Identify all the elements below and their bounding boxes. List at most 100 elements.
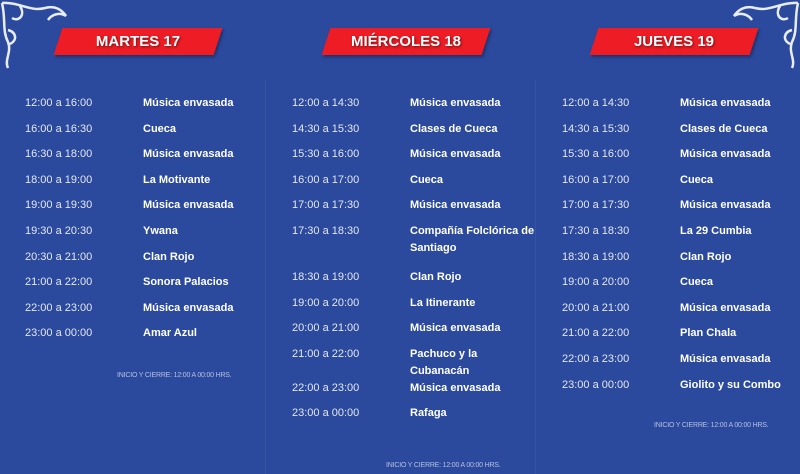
event-name: La Motivante	[143, 173, 211, 186]
time-slot: 12:00 a 16:00	[25, 97, 93, 109]
event-name: Música envasada	[410, 97, 501, 109]
schedule-martes: 12:00 a 16:00 Música envasada 16:00 a 16:3…	[25, 95, 275, 351]
time-slot: 14:30 a 15:30	[562, 122, 630, 135]
schedule-row: 14:30 a 15:30 Clases de Cueca	[562, 121, 800, 147]
event-name: Música envasada	[680, 352, 771, 365]
day-title: MIÉRCOLES 18	[350, 33, 462, 50]
time-slot: 20:30 a 21:00	[25, 250, 93, 263]
schedule-row: 18:30 a 19:00 Clan Rojo	[562, 249, 800, 275]
event-name: Clases de Cueca	[680, 122, 768, 135]
time-slot: 21:00 a 22:00	[292, 347, 360, 360]
event-name: Rafaga	[410, 407, 447, 420]
schedule-row: 20:00 a 21:00 Música envasada	[292, 320, 542, 346]
day-banner-jueves: JUEVES 19	[589, 28, 759, 55]
schedule-row: 17:30 a 18:30 La 29 Cumbia	[562, 223, 800, 249]
schedule-row: 21:00 a 22:00 Plan Chala	[562, 325, 800, 351]
time-slot: 22:00 a 23:00	[25, 301, 93, 314]
event-name: Ywana	[143, 224, 178, 237]
schedule-row: 16:00 a 17:00 Cueca	[292, 172, 542, 198]
schedule-row: 12:00 a 14:30 Música envasada	[292, 95, 542, 121]
time-slot: 20:00 a 21:00	[292, 322, 360, 335]
time-slot: 15:30 a 16:00	[292, 148, 360, 161]
event-name: Clan Rojo	[680, 250, 732, 263]
event-name: Música envasada	[410, 199, 501, 212]
schedule-row: 18:00 a 19:00 La Motivante	[25, 172, 275, 198]
schedule-row: 19:30 a 20:30 Ywana	[25, 223, 275, 249]
event-name: La 29 Cumbia	[680, 224, 752, 237]
time-slot: 23:00 a 00:00	[562, 378, 630, 391]
column-divider	[265, 80, 266, 474]
event-name: Compañía Folclórica de Santiago	[410, 224, 535, 254]
hours-note: INICIO Y CIERRE: 12:00 A 00:00 HRS.	[117, 372, 232, 379]
schedule-row: 16:00 a 16:30 Cueca	[25, 121, 275, 147]
event-name: Música envasada	[143, 148, 234, 161]
time-slot: 18:30 a 19:00	[562, 250, 630, 263]
schedule-row: 12:00 a 16:00 Música envasada	[25, 95, 275, 121]
schedule-row: 22:00 a 23:00 Música envasada	[292, 380, 542, 406]
event-name: Cueca	[680, 173, 714, 186]
time-slot: 23:00 a 00:00	[292, 407, 360, 420]
schedule-row: 19:00 a 20:00 La Itinerante	[292, 295, 542, 321]
day-title: JUEVES 19	[633, 33, 715, 50]
event-name: Sonora Palacios	[143, 276, 229, 289]
schedule-row: 16:30 a 18:00 Música envasada	[25, 146, 275, 172]
schedule-row: 12:00 a 14:30 Música envasada	[562, 95, 800, 121]
schedule-row: 22:00 a 23:00 Música envasada	[562, 351, 800, 377]
time-slot: 12:00 a 14:30	[562, 97, 630, 109]
day-banner-miercoles: MIÉRCOLES 18	[321, 28, 491, 55]
event-name: Clases de Cueca	[410, 122, 498, 135]
schedule-row: 21:00 a 22:00 Pachuco y la Cubanacán	[292, 346, 542, 380]
event-name: Pachuco y la Cubanacán	[410, 347, 478, 377]
event-name: Música envasada	[143, 97, 234, 109]
schedule-row: 17:00 a 17:30 Música envasada	[562, 197, 800, 223]
event-name: Música envasada	[680, 148, 771, 161]
time-slot: 15:30 a 16:00	[562, 148, 630, 161]
event-name: Música envasada	[143, 199, 234, 212]
time-slot: 16:00 a 16:30	[25, 122, 93, 135]
schedule-row: 15:30 a 16:00 Música envasada	[562, 146, 800, 172]
time-slot: 19:00 a 20:00	[562, 276, 630, 289]
time-slot: 19:30 a 20:30	[25, 224, 93, 237]
time-slot: 19:00 a 19:30	[25, 199, 93, 212]
ornament-icon	[732, 1, 800, 69]
event-name: Amar Azul	[143, 327, 197, 340]
time-slot: 12:00 a 14:30	[292, 97, 360, 109]
time-slot: 22:00 a 23:00	[292, 381, 360, 394]
event-name: Música envasada	[680, 97, 771, 109]
event-name: Cueca	[143, 122, 177, 135]
schedule-row: 23:00 a 00:00 Rafaga	[292, 405, 542, 431]
time-slot: 17:30 a 18:30	[292, 224, 360, 237]
event-name: Música envasada	[410, 322, 501, 335]
schedule-row: 17:30 a 18:30 Compañía Folclórica de Sant…	[292, 223, 542, 269]
schedule-row: 14:30 a 15:30 Clases de Cueca	[292, 121, 542, 147]
schedule-row: 21:00 a 22:00 Sonora Palacios	[25, 274, 275, 300]
event-name: Plan Chala	[680, 327, 737, 340]
event-name: Música envasada	[410, 381, 501, 394]
event-name: Música envasada	[680, 301, 771, 314]
time-slot: 17:00 a 17:30	[292, 199, 360, 212]
event-name: La Itinerante	[410, 296, 476, 309]
schedule-row: 16:00 a 17:00 Cueca	[562, 172, 800, 198]
time-slot: 16:00 a 17:00	[292, 173, 360, 186]
time-slot: 20:00 a 21:00	[562, 301, 630, 314]
day-banner-martes: MARTES 17	[53, 28, 223, 55]
schedule-row: 23:00 a 00:00 Giolito y su Combo	[562, 377, 800, 403]
time-slot: 17:00 a 17:30	[562, 199, 630, 212]
time-slot: 16:30 a 18:00	[25, 148, 93, 161]
schedule-row: 19:00 a 20:00 Cueca	[562, 274, 800, 300]
schedule-row: 20:00 a 21:00 Música envasada	[562, 300, 800, 326]
column-divider	[535, 80, 536, 474]
event-name: Música envasada	[680, 199, 771, 212]
event-name: Música envasada	[410, 148, 501, 161]
schedule-jueves: 12:00 a 14:30 Música envasada 14:30 a 15:3…	[562, 95, 800, 402]
time-slot: 18:30 a 19:00	[292, 270, 360, 283]
event-name: Clan Rojo	[143, 250, 195, 263]
time-slot: 17:30 a 18:30	[562, 224, 630, 237]
event-name: Música envasada	[143, 301, 234, 314]
time-slot: 23:00 a 00:00	[25, 327, 93, 340]
hours-note: INICIO Y CIERRE: 12:00 A 00:00 HRS.	[654, 422, 769, 429]
hours-note: INICIO Y CIERRE: 12:00 A 00:00 HRS.	[386, 462, 501, 469]
ornament-icon	[0, 1, 68, 69]
schedule-row: 20:30 a 21:00 Clan Rojo	[25, 249, 275, 275]
event-name: Clan Rojo	[410, 270, 462, 283]
